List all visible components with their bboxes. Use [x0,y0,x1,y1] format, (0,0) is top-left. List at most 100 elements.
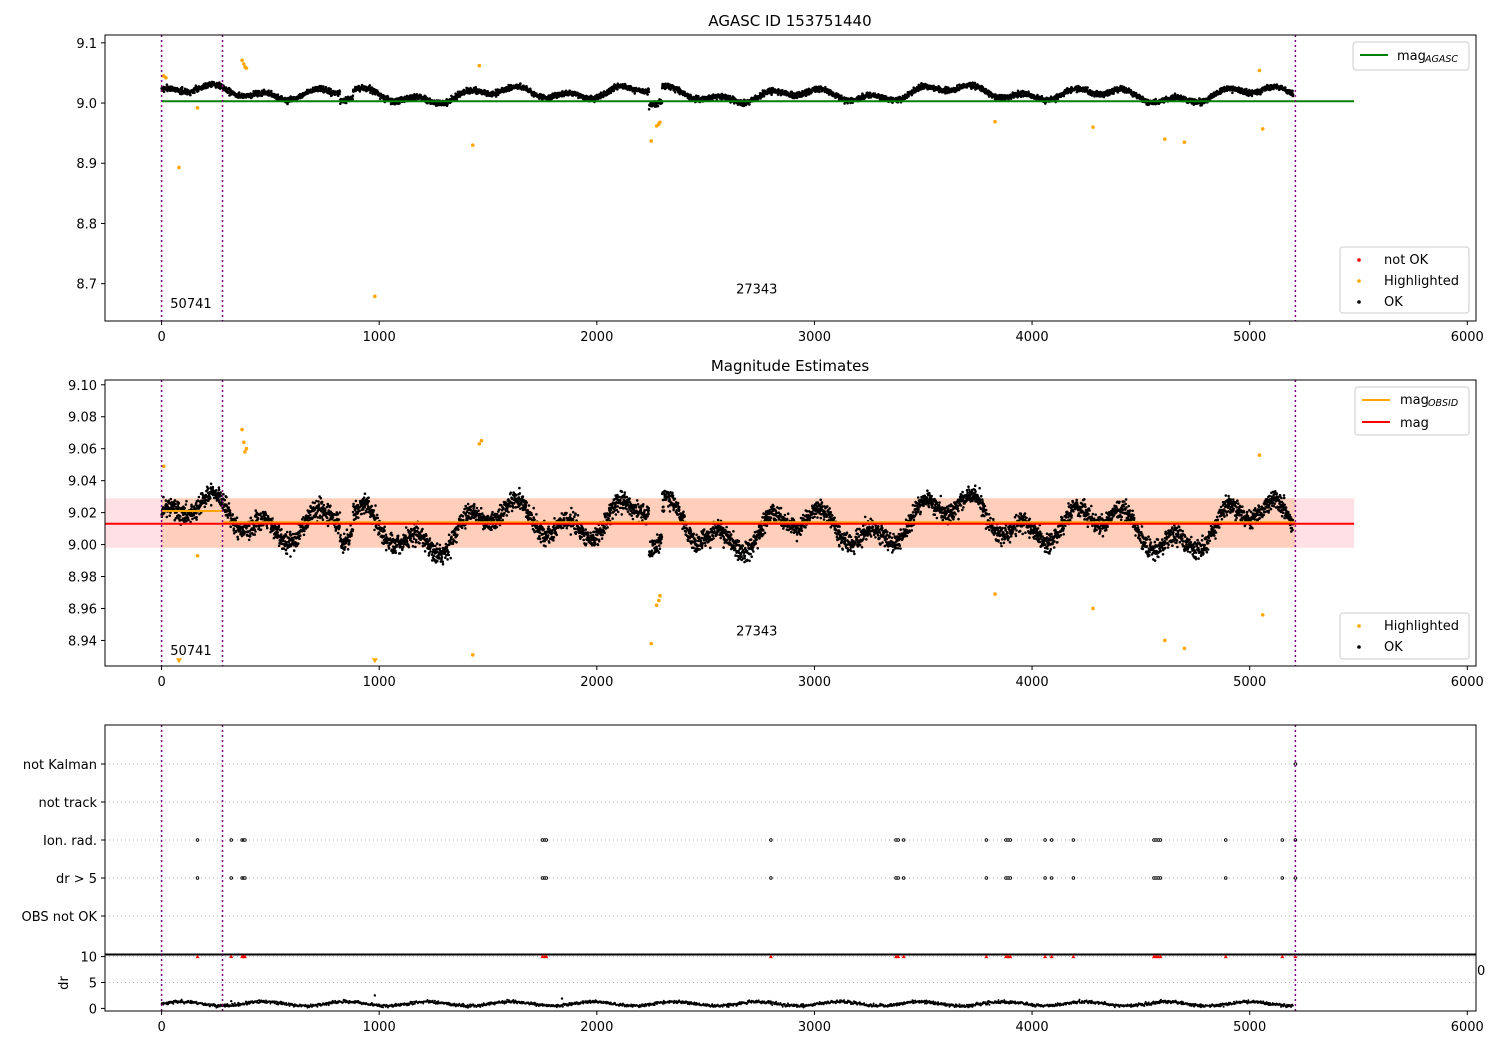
flag-point [1223,838,1228,842]
flag-point [1043,838,1047,842]
dr-threshold-marker [242,954,247,959]
flag-point [229,838,233,842]
flag-point [195,876,200,880]
panel-magnitude-frame [104,379,1477,667]
dr-threshold-marker [984,954,989,959]
x-tick-label: 3000 [798,675,831,690]
obsid-label: 50741 [170,644,211,659]
panel-agasc-axes: 0 1000 2000 3000 4000 5000 6000 8.7 8.8 8.9 9.0 9.1 [76,37,1484,345]
x-tick-label: 0 [157,330,165,345]
highlighted-point [470,653,475,657]
legend-highlighted-label: Highlighted [1384,274,1459,289]
x-tick-label: 2000 [580,1020,613,1035]
y-tick-label: 9.04 [68,475,97,490]
dr-threshold-marker [195,954,200,959]
panel-agasc: AGASC ID 153751440 50741 27343 0 1000 2000 3… [76,12,1484,345]
dr-threshold-marker [1043,954,1048,959]
legend-mag-label: mag [1400,416,1429,431]
y-tick-label: 8.8 [76,217,97,232]
flag-point [1049,876,1054,880]
panel-agasc-title: AGASC ID 153751440 [708,12,871,30]
x-tick-label: 0 [157,675,165,690]
highlighted-point [1257,68,1262,73]
flag-point [195,838,200,842]
highlighted-point [654,603,659,608]
highlighted-point [242,440,246,445]
highlighted-point [658,120,662,125]
y-tick-label: 5 [89,977,97,992]
obsid-label: 27343 [736,282,777,297]
highlighted-point [657,598,661,603]
x-tick-label: 5000 [1233,1020,1266,1035]
x-tick-label: 4000 [1016,675,1049,690]
dr-threshold-marker [1008,954,1013,959]
highlighted-point [243,450,247,454]
obsid-label: 27343 [736,625,777,640]
flag-label: OBS not OK [22,910,98,925]
highlighted-point [1091,125,1095,129]
flag-point [1223,876,1228,880]
flag-label: dr > 5 [56,872,97,887]
highlighted-point [195,106,200,110]
flag-point [544,838,549,842]
dr-threshold-marker [1071,954,1076,959]
highlighted-point [649,139,654,143]
dr-threshold-marker [544,954,549,959]
y-tick-label: 9.0 [76,97,97,112]
panel-agasc-points: 50741 27343 [160,35,1355,321]
highlighted-point [993,119,997,124]
dr-threshold-marker [1280,954,1285,959]
flag-point [984,876,989,880]
x-tick-label: 0 [157,1020,165,1035]
flag-point [769,876,773,880]
flag-point [1049,838,1054,842]
flag-point [243,838,247,842]
flag-point [901,838,906,842]
highlighted-point [993,592,997,596]
legend-highlighted-label: Highlighted [1384,619,1459,634]
flag-point [1158,876,1163,880]
flag-point [243,876,247,880]
x-tick-label: 1000 [363,675,396,690]
panel-dr-points [105,954,1476,1011]
ok-points [160,80,1295,111]
x-tick-label: 2000 [580,330,613,345]
stray-tick-label: 0 [1477,964,1485,979]
highlighted-point [477,442,482,446]
highlighted-point [1182,140,1187,144]
legend-agasc-points: not OK Highlighted OK [1339,246,1470,314]
y-tick-label: 8.7 [76,278,97,293]
dr-threshold-marker [1049,954,1054,959]
panel-magnitude-points: 50741 27343 [105,380,1355,666]
legend-agasc-line: mag AGASC [1352,41,1470,71]
legend-mag-agasc-label: mag [1397,49,1426,64]
dr-point [373,994,377,997]
flag-point [1071,876,1076,880]
legend-mag-obsid-subscript: OBSID [1428,398,1458,409]
panel-dr-axes: 0 5 10 0 1000 2000 3000 4000 5000 6000 [80,951,1483,1035]
x-tick-label: 1000 [363,1020,396,1035]
dr-threshold-marker [229,954,234,959]
flag-label: not Kalman [23,758,97,773]
flag-point [1280,838,1285,842]
panel-dr: 0 5 10 0 1000 2000 3000 4000 5000 6000 dr 0 [57,951,1485,1035]
highlighted-point [242,62,246,66]
legend-magnitude-points: Highlighted OK [1339,612,1470,660]
highlighted-point [1260,613,1265,617]
highlighted-point [177,165,181,170]
legend-mag-obsid-label: mag [1400,393,1429,408]
flag-point [901,876,906,880]
highlighted-out-of-range-marker [371,658,378,664]
legend-ok-label: OK [1384,295,1403,310]
panel-flags-axes: not Kalman not track Ion. rad. dr > 5 OBS no… [22,758,105,925]
y-tick-label: 8.98 [68,571,97,586]
y-tick-label: 9.02 [68,507,97,522]
flag-point [1280,876,1285,880]
y-tick-label: 0 [89,1002,97,1017]
flag-point [1293,876,1298,880]
highlighted-out-of-range-marker [175,658,182,664]
x-tick-label: 3000 [798,330,831,345]
dr-axis-label: dr [57,976,72,990]
highlighted-point [164,75,168,80]
